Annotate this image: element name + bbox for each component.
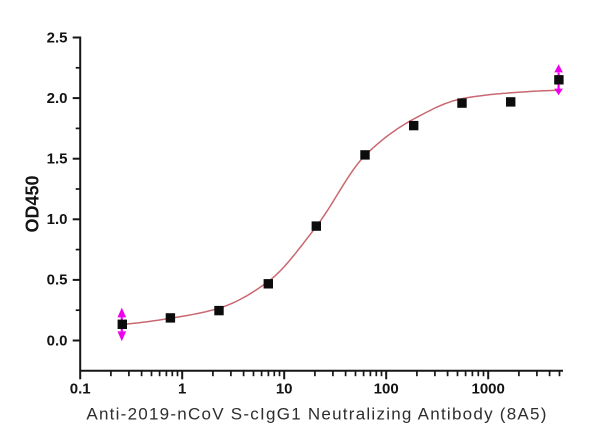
svg-text:1: 1 <box>178 381 186 398</box>
svg-text:0.0: 0.0 <box>47 332 68 349</box>
svg-text:2.5: 2.5 <box>47 29 68 46</box>
svg-text:0.5: 0.5 <box>47 272 68 289</box>
svg-text:10: 10 <box>276 381 293 398</box>
svg-text:0.1: 0.1 <box>70 381 91 398</box>
svg-text:1.0: 1.0 <box>47 211 68 228</box>
svg-text:1.5: 1.5 <box>47 151 68 168</box>
svg-text:100: 100 <box>374 381 399 398</box>
svg-text:2.0: 2.0 <box>47 90 68 107</box>
svg-text:1000: 1000 <box>472 381 505 398</box>
svg-text:OD450: OD450 <box>23 175 43 232</box>
svg-text:Anti-2019-nCoV S-cIgG1 Neutral: Anti-2019-nCoV S-cIgG1 Neutralizing Anti… <box>86 405 547 424</box>
